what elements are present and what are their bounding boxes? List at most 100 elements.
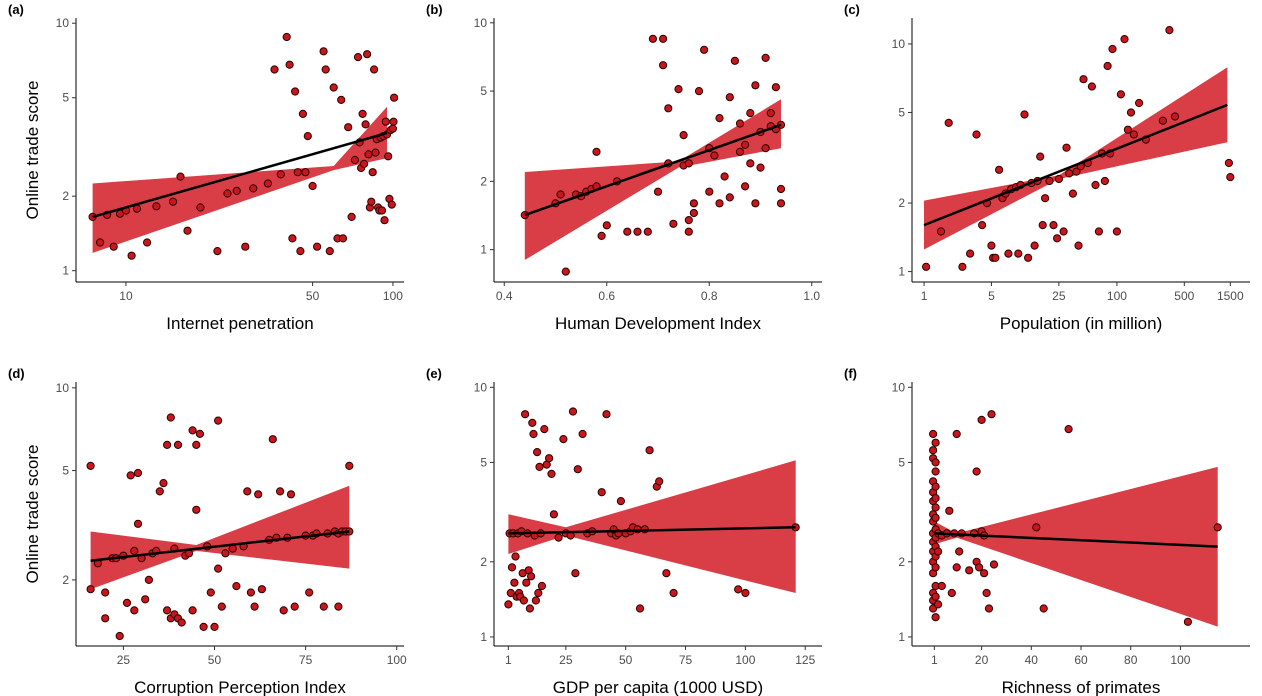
data-point [776,184,786,194]
data-point [127,251,136,260]
data-point [952,429,961,439]
x-tick-label: 25 [117,653,131,667]
x-tick-label: 10 [119,289,133,303]
data-point [766,109,775,118]
data-point [143,238,152,247]
y-tick-label: 10 [474,380,488,394]
fit-line [524,123,782,217]
data-point [254,490,263,499]
data-point [1014,249,1023,258]
data-point [725,93,734,102]
data-point [1087,82,1097,91]
data-point [689,208,699,218]
x-tick-label: 50 [208,653,222,667]
data-point [285,60,294,69]
x-tick-label: 1.0 [803,289,820,303]
x-tick-label: 1 [921,289,928,303]
data-point [232,582,241,591]
x-tick-label: 0.8 [701,289,718,303]
data-point [122,598,132,608]
data-point [559,435,568,444]
y-axis-label: Online trade score [23,81,42,220]
confidence-band [924,67,1228,250]
data-point [734,585,743,594]
data-point [86,461,95,470]
data-point [1224,158,1234,168]
data-point [528,418,537,427]
data-point [303,132,312,141]
data-point [1054,174,1064,184]
y-tick-label: 10 [56,16,70,30]
confidence-band [524,99,781,260]
data-point [130,606,139,615]
data-point [364,150,373,159]
data-point [1039,604,1048,613]
data-point [101,614,110,623]
data-point [684,227,693,236]
data-point [176,172,185,181]
data-point [1079,75,1088,84]
data-point [276,170,285,179]
confidence-band [934,466,1218,627]
data-point [776,199,786,208]
x-tick-label: 100 [1107,289,1127,303]
y-tick-label: 1 [898,265,905,279]
data-point [130,546,139,556]
data-point [1129,130,1139,139]
data-point [214,416,223,425]
data-point [989,560,999,569]
data-point [616,497,626,506]
panel-f: (f) 1 20 40 60 80 100 1 2 5 10 Richness of primates [844,366,1250,696]
data-point [549,510,559,519]
data-point [196,203,205,212]
data-point [623,227,632,236]
data-point [987,241,996,250]
data-point [1020,110,1029,119]
x-axis-label: Corruption Perception Index [134,678,346,696]
data-point [257,585,266,594]
panel-label: (f) [844,366,857,381]
x-tick-label: 1500 [1217,289,1244,303]
data-point [206,588,215,597]
data-point [684,159,693,168]
data-point [1068,189,1078,198]
data-point [529,429,538,439]
data-point [527,572,536,581]
data-point [296,247,305,256]
x-tick-label: 50 [619,653,633,667]
data-point [1183,617,1193,626]
data-point [635,604,645,613]
data-point [679,131,688,140]
data-point [290,602,299,611]
data-point [720,172,729,181]
data-point [972,130,981,139]
data-point [659,34,668,43]
data-point [643,227,652,236]
y-tick-label: 2 [898,196,905,210]
data-point [133,519,143,528]
data-point [1158,116,1168,125]
data-point [669,588,678,598]
data-point [384,152,393,161]
data-point [977,415,986,424]
data-point [1074,241,1083,250]
data-point [368,168,377,177]
data-point [101,588,110,597]
data-point [741,140,750,149]
data-point [653,187,663,196]
data-point [350,155,359,165]
data-point [522,578,531,587]
x-tick-label: 20 [975,653,989,667]
data-point [286,490,296,499]
data-point [210,622,219,632]
data-point [664,104,673,113]
data-point [388,124,397,133]
data-point [1032,523,1041,532]
data-point [689,199,699,208]
y-tick-label: 5 [898,455,905,469]
data-point [353,53,363,62]
y-tick-label: 5 [480,455,487,469]
x-tick-label: 25 [559,653,573,667]
data-point [276,487,285,496]
